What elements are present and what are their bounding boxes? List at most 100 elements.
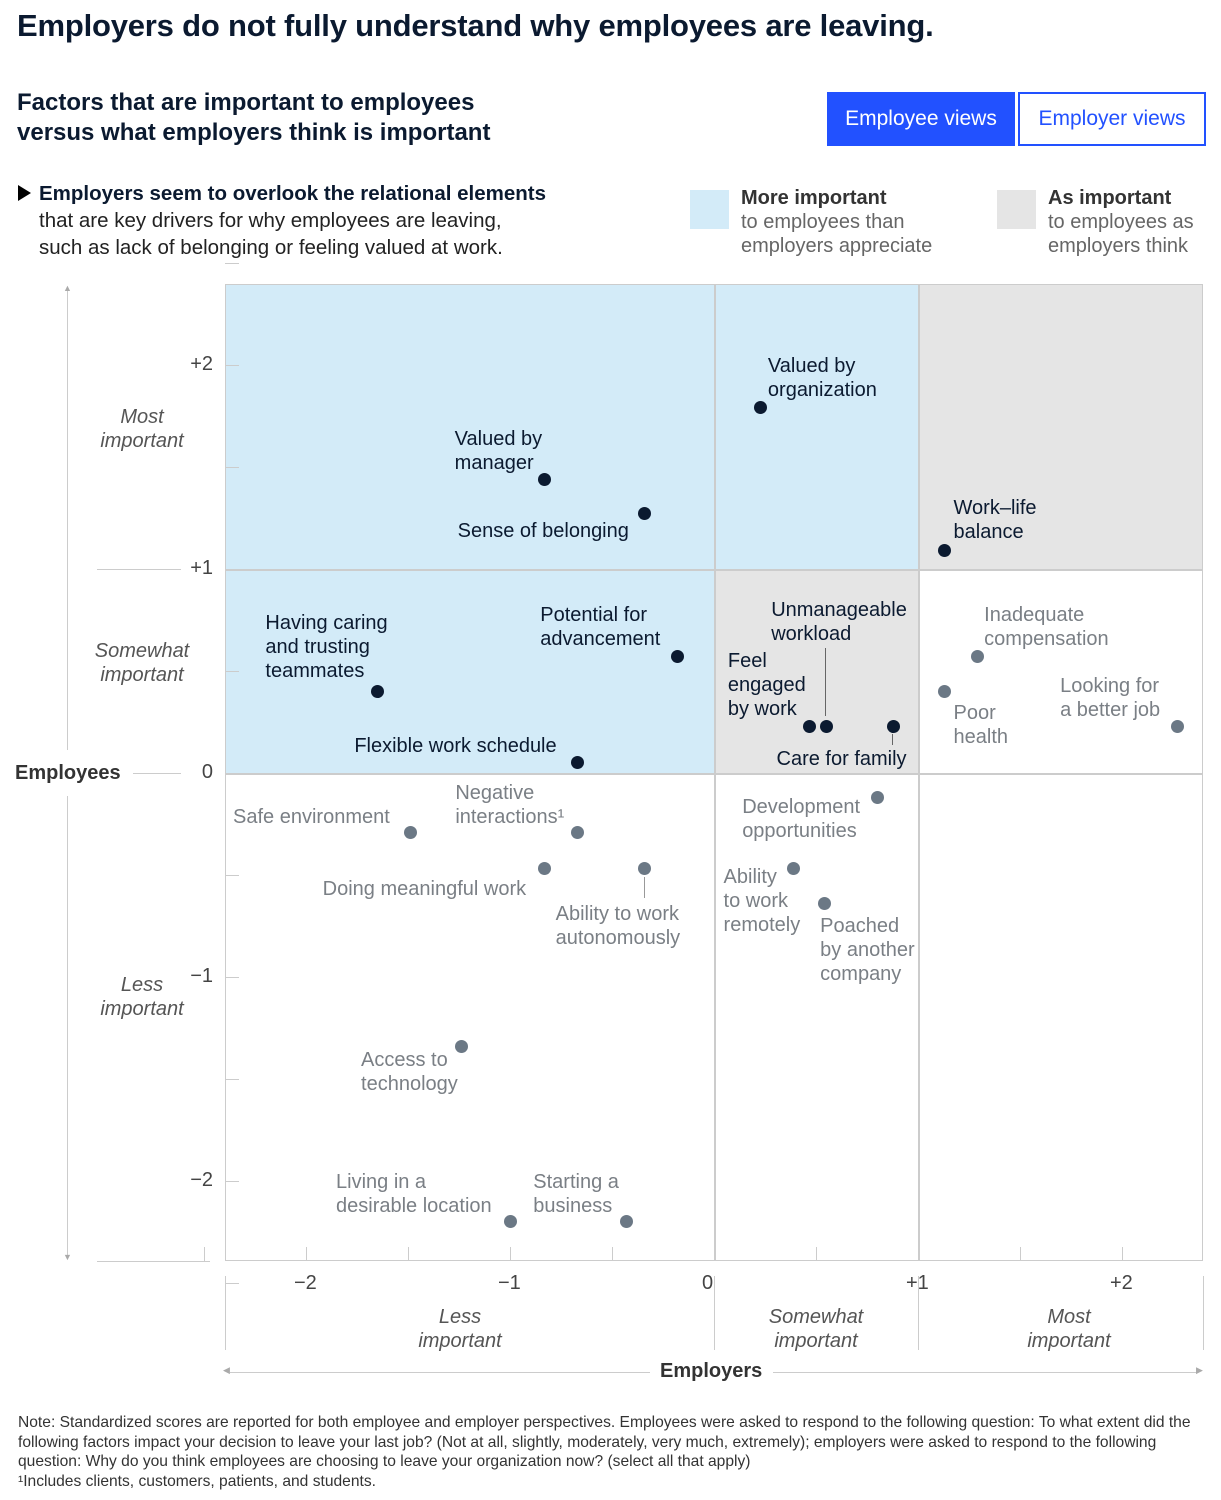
employee-views-button[interactable]: Employee views (827, 92, 1015, 146)
data-point (787, 862, 801, 876)
y-tick-mark (225, 1283, 239, 1284)
data-point (454, 1039, 468, 1053)
y-tick-mark (225, 773, 239, 774)
axis-rule (97, 1261, 210, 1262)
leader-line (892, 734, 893, 745)
data-point-label: Having caring and trusting teammates (265, 612, 388, 683)
note-text: Note: Standardized scores are reported f… (18, 1414, 1191, 1470)
y-tick-label: +2 (190, 353, 213, 375)
data-point-label: Ability to work remotely (723, 865, 801, 936)
chart-subtitle: Factors that are important to employees … (17, 89, 491, 146)
gridline (225, 773, 1203, 775)
arrow-down-icon: ▼ (63, 1252, 72, 1262)
region-as-important (714, 569, 918, 773)
axis-rule (1203, 1276, 1204, 1350)
x-tick-mark (306, 1247, 307, 1261)
x-category-label: Somewhat important (768, 1306, 864, 1352)
arrow-left-icon: ◀ (223, 1365, 230, 1375)
x-category-label: Less important (418, 1306, 502, 1352)
x-tick-mark (714, 1247, 715, 1261)
callout-text: that are key drivers for why employees a… (39, 209, 503, 259)
y-category-label: Less important (100, 974, 184, 1020)
legend-text: to employees as employers think (1048, 211, 1194, 257)
data-point-label: Care for family (776, 748, 907, 771)
data-point (870, 790, 884, 804)
data-point-label: Starting a business (533, 1170, 619, 1217)
region-more-important (225, 569, 714, 773)
data-point-label: Looking for a better job (1060, 675, 1161, 722)
x-tick-label: −2 (294, 1272, 317, 1294)
y-tick-mark (225, 467, 239, 468)
x-tick-mark (408, 1247, 409, 1261)
footnote: ¹Includes clients, customers, patients, … (18, 1472, 376, 1490)
leader-line (644, 877, 645, 898)
data-point (938, 544, 952, 558)
data-point (503, 1215, 517, 1229)
y-category-label: Somewhat important (94, 640, 190, 686)
data-point-label: Ability to work autonomously (555, 902, 681, 949)
data-point-label: Access to technology (361, 1049, 458, 1096)
data-point-label: Doing meaningful work (322, 877, 527, 900)
x-tick-mark (612, 1247, 613, 1261)
x-axis-label: Employers (660, 1360, 763, 1382)
x-tick-mark (204, 1247, 205, 1261)
data-point (619, 1215, 633, 1229)
triangle-bullet-icon (18, 185, 31, 201)
data-point (803, 719, 817, 733)
data-point (970, 650, 984, 664)
y-tick-label: −2 (190, 1169, 213, 1191)
callout: Employers seem to overlook the relationa… (18, 180, 546, 261)
y-axis-arrow-down (67, 796, 68, 1256)
x-tick-mark (510, 1247, 511, 1261)
y-tick-mark (225, 977, 239, 978)
data-point (403, 825, 417, 839)
x-tick-label: +1 (906, 1272, 929, 1294)
data-point-label: Flexible work schedule (354, 734, 557, 757)
data-point-label: Inadequate compensation (984, 603, 1109, 650)
legend-swatch-as-important (997, 190, 1036, 229)
y-tick-label: 0 (201, 761, 213, 783)
data-point-label: Negative interactions¹ (455, 782, 565, 829)
data-point-label: Safe environment (233, 806, 390, 829)
data-point (570, 825, 584, 839)
y-tick-mark (225, 263, 239, 264)
y-tick-mark (225, 671, 239, 672)
data-point-label: Unmanageable workload (771, 599, 907, 646)
data-point (817, 897, 831, 911)
region-as-important (918, 284, 1203, 569)
callout-bold: Employers seem to overlook the relationa… (39, 182, 546, 205)
data-point-label: Valued by manager (454, 428, 543, 475)
data-point (370, 684, 384, 698)
data-point-label: Feel engaged by work (727, 650, 806, 721)
axis-rule (918, 1276, 919, 1350)
x-category-label: Most important (1027, 1306, 1111, 1352)
y-axis-label: Employees (15, 762, 121, 784)
legend-swatch-more-important (690, 190, 729, 229)
x-tick-mark (1122, 1247, 1123, 1261)
y-tick-mark (225, 365, 239, 366)
data-point-label: Work–life balance (953, 496, 1037, 543)
legend-text: to employees than employers appreciate (741, 211, 933, 257)
legend-more-important: More important to employees than employer… (741, 186, 932, 258)
y-axis-arrow-up (67, 288, 68, 750)
page-title: Employers do not fully understand why em… (17, 8, 934, 43)
x-tick-label: 0 (702, 1272, 714, 1294)
x-axis-arrow-right (773, 1372, 1198, 1373)
y-tick-mark (225, 1181, 239, 1182)
data-point (538, 472, 552, 486)
arrow-right-icon: ▶ (1196, 1365, 1203, 1375)
data-point (538, 862, 552, 876)
axis-rule (714, 1276, 715, 1350)
gridline (225, 569, 1203, 571)
y-tick-mark (225, 1079, 239, 1080)
x-tick-label: −1 (498, 1272, 521, 1294)
data-point-label: Sense of belonging (457, 519, 629, 542)
x-tick-mark (816, 1247, 817, 1261)
data-point (819, 719, 833, 733)
y-tick-label: +1 (190, 557, 213, 579)
employer-views-button[interactable]: Employer views (1018, 92, 1206, 146)
data-point-label: Living in a desirable location (336, 1170, 492, 1217)
leader-line (825, 648, 826, 716)
region-more-important (225, 284, 918, 569)
